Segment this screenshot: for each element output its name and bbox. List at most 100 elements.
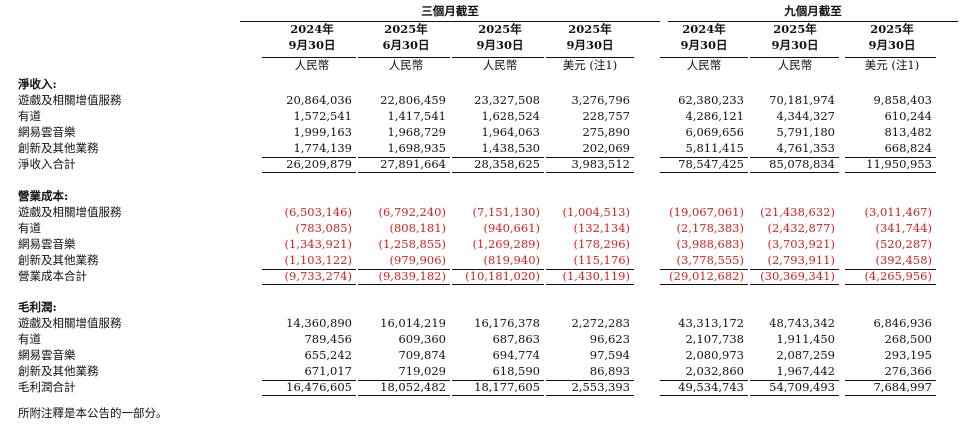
total-underline — [452, 172, 544, 173]
value-cell: 78,547,425 — [678, 157, 744, 171]
value-cell: 16,476,605 — [286, 380, 352, 394]
table-row: 遊戲及相關增值服務 20,864,036 22,806,459 23,327,508 3… — [0, 93, 963, 108]
total-rule — [262, 380, 356, 381]
value-cell: (1,103,122) — [284, 253, 352, 267]
table-row: 網易雲音樂 1,999,163 1,968,729 1,964,063 275,890 6… — [0, 125, 963, 140]
total-rule — [546, 380, 634, 381]
row-label: 有道 — [18, 221, 41, 235]
table-row: 網易雲音樂 (1,343,921) (1,258,855) (1,269,289) (1… — [0, 237, 963, 252]
value-cell: 85,078,834 — [769, 157, 835, 171]
total-rule — [750, 380, 839, 381]
total-underline — [452, 395, 544, 396]
value-cell: (2,178,383) — [676, 221, 744, 235]
total-underline — [750, 284, 839, 285]
total-underline — [660, 395, 748, 396]
value-cell: (9,733,274) — [284, 269, 352, 283]
value-cell: 14,360,890 — [286, 316, 352, 330]
section-title-row: 營業成本: — [0, 189, 963, 204]
value-cell: 49,534,743 — [678, 380, 744, 394]
row-label: 遊戲及相關增值服務 — [18, 316, 122, 330]
column-unit-4: 人民幣 — [686, 58, 722, 72]
table-row: 創新及其他業務 (1,103,122) (979,906) (819,940) (115… — [0, 253, 963, 268]
section-title: 淨收入: — [18, 77, 57, 91]
column-date-5: 9月30日 — [771, 38, 819, 52]
value-cell: (115,176) — [573, 253, 630, 267]
value-cell: (1,269,289) — [472, 237, 540, 251]
total-row: 淨收入合計 26,209,879 27,891,664 28,358,625 3,983… — [0, 157, 963, 173]
value-cell: (3,011,467) — [864, 205, 932, 219]
column-year-5: 2025年 — [773, 22, 817, 36]
column-rule-6 — [845, 57, 936, 58]
column-date-0: 9月30日 — [288, 38, 336, 52]
column-rule-3 — [546, 57, 634, 58]
value-cell: 618,590 — [492, 364, 540, 378]
total-underline — [660, 284, 748, 285]
total-underline — [750, 395, 839, 396]
value-cell: 228,757 — [582, 109, 630, 123]
value-cell: (19,067,061) — [669, 205, 744, 219]
value-cell: 7,684,997 — [873, 380, 932, 394]
value-cell: 1,698,935 — [387, 141, 446, 155]
value-cell: 276,366 — [884, 364, 932, 378]
value-cell: (341,744) — [875, 221, 932, 235]
column-unit-5: 人民幣 — [777, 58, 813, 72]
table-row: 有道 789,456 609,360 687,863 96,623 2,107,738 1,… — [0, 332, 963, 347]
column-unit-1: 人民幣 — [388, 58, 424, 72]
row-label: 創新及其他業務 — [18, 141, 99, 155]
value-cell: (6,792,240) — [378, 205, 446, 219]
value-cell: 1,417,541 — [387, 109, 446, 123]
column-unit-6: 美元 (注1) — [864, 58, 920, 72]
total-underline — [262, 284, 356, 285]
total-row: 營業成本合計 (9,733,274) (9,839,182) (10,181,020)… — [0, 269, 963, 285]
value-cell: 1,964,063 — [481, 125, 540, 139]
row-label: 遊戲及相關增值服務 — [18, 205, 122, 219]
value-cell: 671,017 — [304, 364, 352, 378]
value-cell: (520,287) — [875, 237, 932, 251]
column-rule-2 — [452, 57, 544, 58]
row-label: 有道 — [18, 109, 41, 123]
value-cell: 789,456 — [304, 332, 352, 346]
total-underline — [546, 395, 634, 396]
value-cell: (940,661) — [483, 221, 540, 235]
value-cell: 668,824 — [884, 141, 932, 155]
table-row: 遊戲及相關增值服務 (6,503,146) (6,792,240) (7,151,13… — [0, 205, 963, 220]
table-row: 網易雲音樂 655,242 709,874 694,774 97,594 2,080,97… — [0, 348, 963, 363]
value-cell: (10,181,020) — [465, 269, 540, 283]
value-cell: 1,999,163 — [293, 125, 352, 139]
column-rule-0 — [262, 57, 356, 58]
value-cell: 1,628,524 — [481, 109, 540, 123]
header-three-months: 三個月截至 — [421, 4, 479, 18]
value-cell: 54,709,493 — [769, 380, 835, 394]
value-cell: 16,014,219 — [380, 316, 446, 330]
value-cell: 18,052,482 — [380, 380, 446, 394]
value-cell: 709,874 — [398, 348, 446, 362]
total-rule — [452, 269, 544, 270]
value-cell: (3,703,921) — [767, 237, 835, 251]
table-row: 創新及其他業務 1,774,139 1,698,935 1,438,530 202,06… — [0, 141, 963, 156]
value-cell: 4,344,327 — [776, 109, 835, 123]
column-year-1: 2025年 — [384, 22, 428, 36]
table-row: 創新及其他業務 671,017 719,029 618,590 86,893 2,032,… — [0, 364, 963, 379]
value-cell: 86,893 — [589, 364, 630, 378]
header-nine-months: 九個月截至 — [784, 4, 842, 18]
total-rule — [750, 157, 839, 158]
value-cell: 1,572,541 — [293, 109, 352, 123]
value-cell: 2,087,259 — [776, 348, 835, 362]
value-cell: 268,500 — [884, 332, 932, 346]
total-underline — [262, 172, 356, 173]
column-date-6: 9月30日 — [868, 38, 916, 52]
total-underline — [546, 172, 634, 173]
column-year-0: 2024年 — [290, 22, 334, 36]
value-cell: 1,774,139 — [293, 141, 352, 155]
total-row: 毛利潤合計 16,476,605 18,052,482 18,177,605 2,553… — [0, 380, 963, 396]
value-cell: 2,080,973 — [685, 348, 744, 362]
total-rule — [845, 157, 936, 158]
column-rule-5 — [750, 57, 839, 58]
column-date-1: 6月30日 — [382, 38, 430, 52]
value-cell: (3,778,555) — [676, 253, 744, 267]
total-rule — [358, 380, 450, 381]
column-unit-3: 美元 (注1) — [562, 58, 618, 72]
total-underline — [750, 172, 839, 173]
value-cell: (1,430,119) — [562, 269, 630, 283]
row-label: 創新及其他業務 — [18, 364, 99, 378]
